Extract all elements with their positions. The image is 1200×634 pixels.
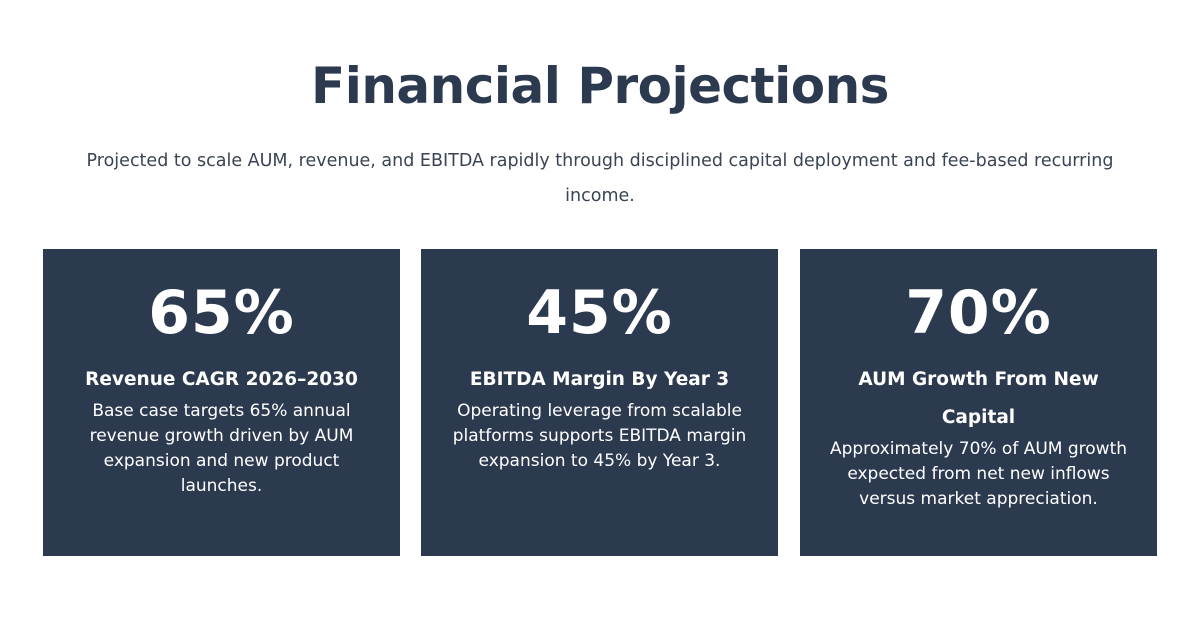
metric-description: Operating leverage from scalable platfor… bbox=[452, 401, 747, 471]
metric-value: 45% bbox=[526, 278, 673, 348]
metric-heading: EBITDA Margin By Year 3 bbox=[469, 369, 730, 390]
metric-value: 70% bbox=[905, 278, 1052, 348]
metric-heading: AUM Growth From New Capital bbox=[858, 369, 1099, 428]
metric-card-body: EBITDA Margin By Year 3 Operating levera… bbox=[451, 361, 748, 474]
metric-description: Base case targets 65% annual revenue gro… bbox=[89, 401, 354, 496]
page-subtitle: Projected to scale AUM, revenue, and EBI… bbox=[86, 151, 1114, 206]
metric-description: Approximately 70% of AUM growth expected… bbox=[829, 439, 1128, 509]
metric-value: 65% bbox=[148, 278, 295, 348]
metric-card-ebitda-margin: 45% EBITDA Margin By Year 3 Operating le… bbox=[421, 249, 778, 556]
metric-heading: Revenue CAGR 2026–2030 bbox=[85, 369, 358, 390]
metric-card-aum-growth: 70% AUM Growth From New Capital Approxim… bbox=[800, 249, 1157, 556]
page-title: Financial Projections bbox=[311, 57, 889, 115]
metric-card-revenue-cagr: 65% Revenue CAGR 2026–2030 Base case tar… bbox=[43, 249, 400, 556]
metric-card-body: Revenue CAGR 2026–2030 Base case targets… bbox=[73, 361, 370, 499]
metric-card-body: AUM Growth From New Capital Approximatel… bbox=[828, 361, 1129, 512]
